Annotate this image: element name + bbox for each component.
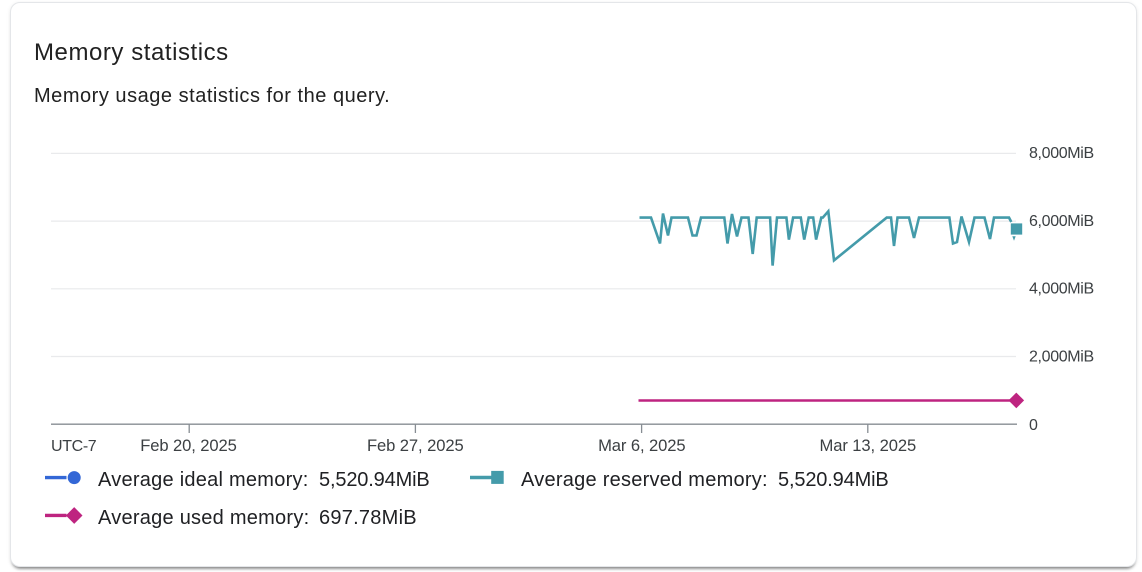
svg-text:6,000MiB: 6,000MiB [1029,213,1094,230]
svg-text:Feb 20, 2025: Feb 20, 2025 [140,436,237,455]
svg-text:Mar 13, 2025: Mar 13, 2025 [820,436,917,455]
svg-text:Feb 27, 2025: Feb 27, 2025 [367,436,464,455]
svg-text:UTC-7: UTC-7 [51,438,97,455]
svg-text:0: 0 [1029,417,1038,434]
svg-text:Mar 6, 2025: Mar 6, 2025 [598,436,685,455]
svg-text:2,000MiB: 2,000MiB [1029,348,1094,365]
svg-text:4,000MiB: 4,000MiB [1029,281,1094,298]
svg-text:8,000MiB: 8,000MiB [1029,145,1094,162]
